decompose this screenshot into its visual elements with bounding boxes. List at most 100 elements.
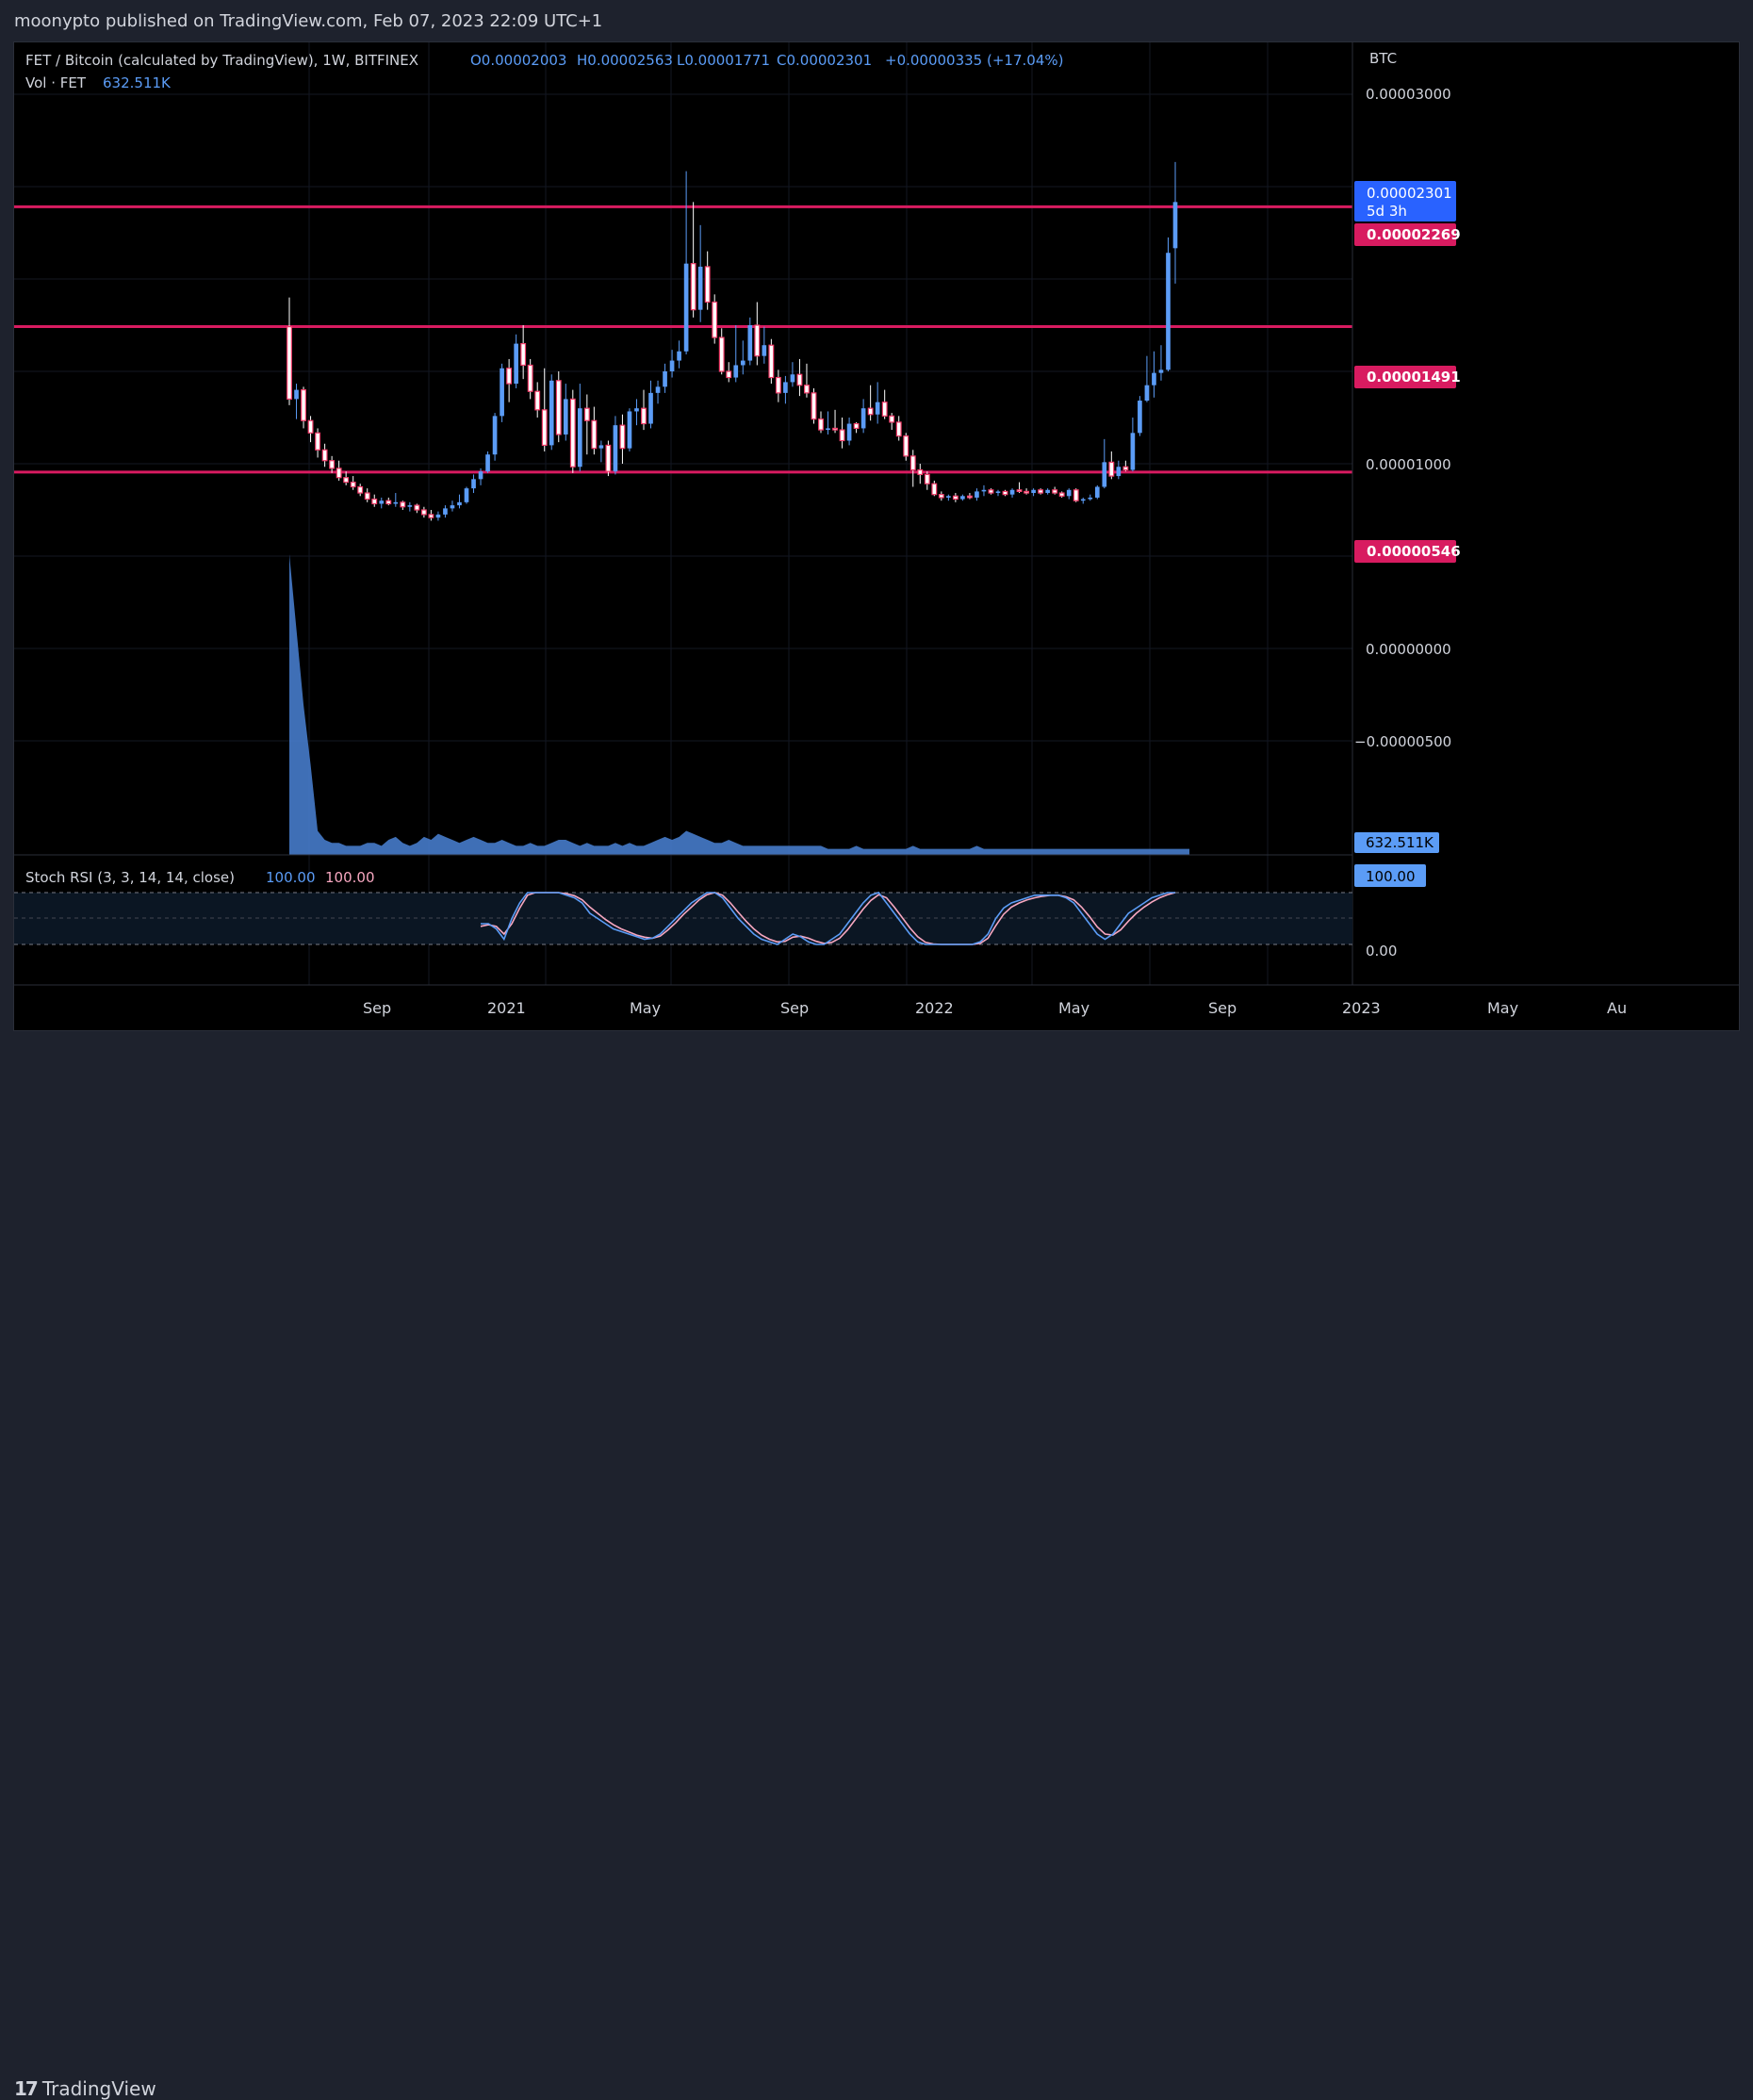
currency-label: BTC xyxy=(1369,50,1397,67)
candle xyxy=(287,297,292,405)
candle xyxy=(591,406,598,455)
candle xyxy=(520,325,527,380)
price-tick: −0.00000500 xyxy=(1354,733,1451,750)
candle xyxy=(704,251,711,310)
candle xyxy=(1080,497,1086,504)
candle xyxy=(946,494,951,501)
candle xyxy=(1130,418,1136,472)
candle xyxy=(1038,488,1044,495)
open-value: O0.00002003 xyxy=(470,52,566,69)
candle xyxy=(435,511,441,521)
horizontal-levels[interactable] xyxy=(14,205,1352,474)
candle xyxy=(895,416,902,441)
candle xyxy=(775,369,781,402)
candle xyxy=(605,440,612,477)
candle xyxy=(379,497,385,509)
candle xyxy=(315,428,321,458)
candle xyxy=(500,363,504,422)
candle xyxy=(1009,488,1015,498)
candle xyxy=(1073,488,1079,502)
candle xyxy=(471,474,476,494)
time-tick: 2021 xyxy=(487,999,526,1017)
price-tick: 0.00000000 xyxy=(1366,641,1451,658)
time-tick: Sep xyxy=(780,999,809,1017)
price-tick: 0.00003000 xyxy=(1366,86,1451,103)
candle xyxy=(747,317,753,366)
publish-bar: moonypto published on TradingView.com, F… xyxy=(0,0,1753,41)
candle xyxy=(826,411,830,435)
candle xyxy=(754,302,761,366)
candlestick-series xyxy=(287,161,1178,521)
candle xyxy=(613,416,618,475)
price-legend: FET / Bitcoin (calculated by TradingView… xyxy=(25,52,1063,91)
price-axis[interactable]: BTC 0.00003000 0.00002500 0.00001000 0.0… xyxy=(1354,50,1461,960)
candle xyxy=(321,443,328,468)
candle xyxy=(357,484,364,497)
current-price-value: 0.00002301 xyxy=(1367,185,1452,202)
candle xyxy=(1102,438,1107,489)
candle xyxy=(450,500,455,512)
candle xyxy=(563,384,568,441)
time-tick: Sep xyxy=(363,999,391,1017)
level-badge: 0.00001491 xyxy=(1354,366,1461,388)
chart-container[interactable]: FET / Bitcoin (calculated by TradingView… xyxy=(13,41,1740,1031)
candle xyxy=(853,421,860,434)
candle xyxy=(909,450,916,487)
candle xyxy=(641,389,647,431)
candle xyxy=(1002,489,1008,497)
candle xyxy=(1108,451,1115,480)
level-badge: 0.00002269 xyxy=(1354,223,1461,246)
candle xyxy=(1116,460,1122,480)
candle xyxy=(726,362,732,383)
time-tick: May xyxy=(1487,999,1518,1017)
time-tick: May xyxy=(630,999,661,1017)
candle xyxy=(364,488,370,502)
close-value: C0.00002301 xyxy=(777,52,872,69)
time-tick: Sep xyxy=(1208,999,1237,1017)
candle xyxy=(875,382,880,424)
volume-badge-value: 632.511K xyxy=(1366,834,1434,851)
candle xyxy=(420,506,427,518)
candle xyxy=(952,493,958,502)
candle xyxy=(1058,491,1065,498)
tradingview-brand: TradingView xyxy=(41,2077,156,2100)
candle xyxy=(1052,486,1058,495)
tradingview-logo[interactable]: 17 TradingView xyxy=(14,2077,156,2100)
volume-value: 632.511K xyxy=(103,74,172,91)
candle xyxy=(492,413,498,461)
candle xyxy=(648,380,653,429)
grid xyxy=(14,42,1352,985)
candle xyxy=(975,488,979,501)
candle xyxy=(762,326,767,364)
change-value: +0.00000335 (+17.04%) xyxy=(885,52,1063,69)
candle xyxy=(938,491,944,501)
candle xyxy=(514,334,518,388)
candle xyxy=(663,363,667,393)
chart-canvas[interactable]: FET / Bitcoin (calculated by TradingView… xyxy=(14,42,1739,1030)
candle xyxy=(818,411,824,434)
candle xyxy=(669,350,675,378)
candle xyxy=(1138,396,1142,436)
candle xyxy=(294,384,299,419)
stoch-rsi-pane[interactable]: Stoch RSI (3, 3, 14, 14, close) 100.00 1… xyxy=(14,869,1352,945)
candle xyxy=(598,440,604,463)
candle xyxy=(627,408,632,451)
candle xyxy=(1024,488,1030,495)
candle xyxy=(860,399,866,434)
candle xyxy=(414,503,420,514)
candle xyxy=(350,476,356,490)
candle xyxy=(881,389,888,419)
candle xyxy=(790,362,795,387)
candle xyxy=(924,471,930,490)
candle xyxy=(619,414,626,464)
volume-badge: 632.511K xyxy=(1354,832,1439,853)
stoch-rsi-label: Stoch RSI (3, 3, 14, 14, close) xyxy=(25,869,235,886)
stoch-k-value: 100.00 xyxy=(266,869,316,886)
candle xyxy=(832,409,838,434)
candle xyxy=(1094,484,1100,500)
time-axis[interactable]: Sep 2021 May Sep 2022 May Sep 2023 May A… xyxy=(14,984,1739,1017)
candle xyxy=(478,468,483,485)
candle xyxy=(336,460,342,481)
candle xyxy=(549,374,554,451)
candle xyxy=(307,416,314,443)
